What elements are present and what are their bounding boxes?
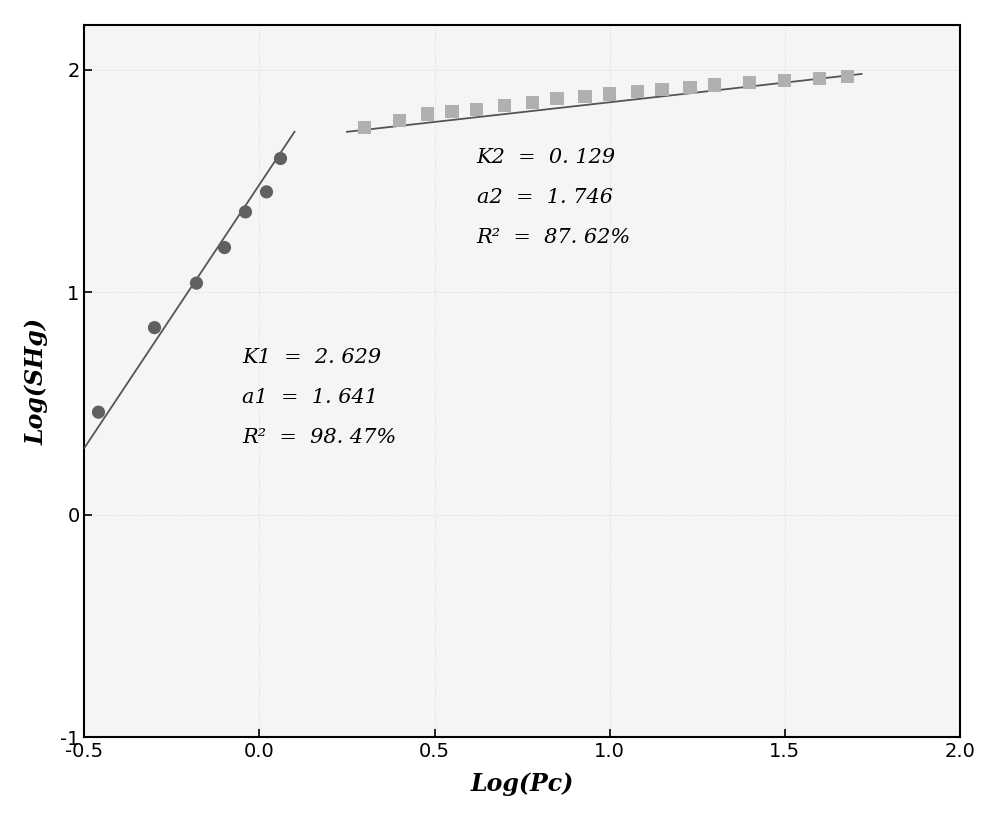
Point	[258, 186, 274, 199]
Point	[216, 241, 232, 254]
Point	[777, 74, 793, 87]
Point	[525, 96, 541, 109]
Text: a2  =  1. 746: a2 = 1. 746	[477, 188, 613, 207]
Point	[497, 99, 513, 112]
Point	[549, 92, 565, 105]
Point	[357, 121, 373, 134]
Point	[90, 406, 106, 419]
Point	[840, 70, 856, 83]
Point	[630, 85, 646, 99]
Text: R²  =  98. 47%: R² = 98. 47%	[242, 429, 396, 447]
Point	[602, 87, 618, 100]
Point	[146, 321, 162, 334]
Point	[812, 71, 828, 85]
Point	[188, 277, 204, 290]
Point	[469, 103, 485, 116]
Text: R²  =  87. 62%: R² = 87. 62%	[477, 228, 631, 247]
Point	[682, 80, 698, 94]
Point	[392, 114, 408, 127]
Text: K1  =  2. 629: K1 = 2. 629	[242, 348, 381, 367]
Point	[742, 76, 758, 89]
Point	[654, 83, 670, 96]
Point	[272, 152, 288, 165]
Point	[577, 89, 593, 103]
Text: K2  =  0. 129: K2 = 0. 129	[477, 148, 616, 167]
Point	[707, 79, 723, 92]
X-axis label: Log(Pc): Log(Pc)	[470, 772, 574, 796]
Y-axis label: Log(SHg): Log(SHg)	[25, 318, 49, 444]
Point	[444, 105, 460, 118]
Text: a1  =  1. 641: a1 = 1. 641	[242, 388, 378, 407]
Point	[420, 108, 436, 121]
Point	[237, 205, 253, 218]
